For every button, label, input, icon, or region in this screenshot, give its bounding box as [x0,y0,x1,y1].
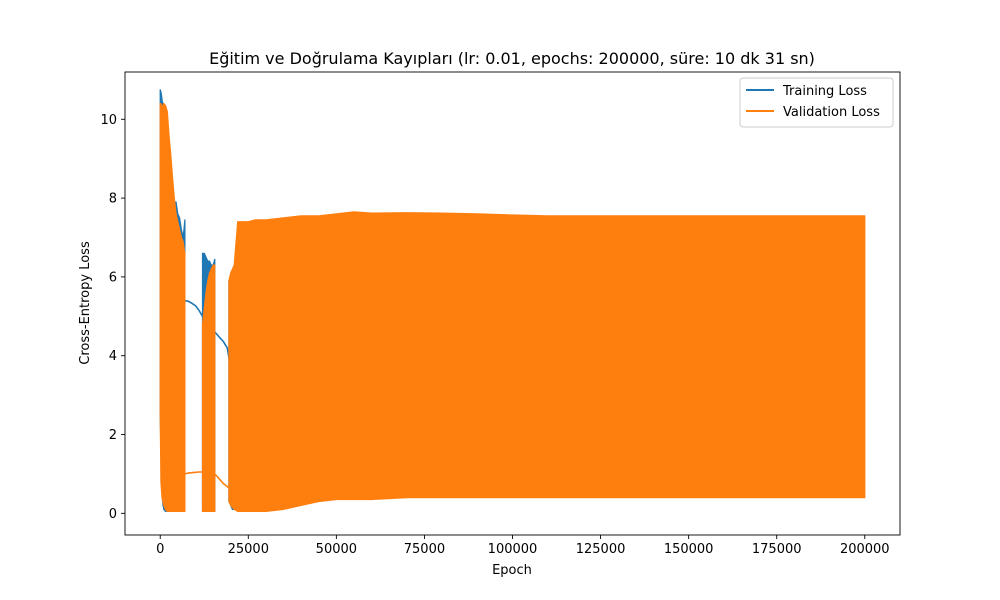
y-axis-label: Cross-Entropy Loss [78,241,93,365]
validation-loss-oscillation-band [201,264,216,512]
plot-frame [124,71,901,536]
x-tick-label: 125000 [576,542,626,557]
legend-label-training-loss: Training Loss [782,84,867,99]
legend[interactable]: Training Loss Validation Loss [739,77,894,128]
y-tick-label: 6 [109,270,117,285]
y-tick-label: 4 [109,349,117,364]
y-tick-label: 0 [109,507,117,522]
x-axis: 0 25000 50000 75000 100000 125000 150000 175000… [156,535,890,557]
x-tick-label: 175000 [752,542,802,557]
validation-loss-oscillation-band [159,102,186,512]
y-axis: 0 2 4 6 8 10 [100,113,125,522]
y-tick-label: 8 [109,192,117,207]
legend-label-validation-loss: Validation Loss [783,105,880,120]
x-tick-label: 75000 [404,542,445,557]
x-tick-label: 150000 [664,542,714,557]
x-tick-label: 50000 [316,542,357,557]
x-tick-label: 25000 [228,542,269,557]
legend-frame [739,77,894,128]
x-tick-label: 200000 [840,542,890,557]
series-validation-loss [159,102,866,512]
x-tick-label: 0 [156,542,164,557]
x-axis-label: Epoch [492,563,532,578]
x-tick-label: 100000 [488,542,538,557]
y-tick-label: 10 [100,113,117,128]
plot-content [159,89,866,512]
chart-title: Eğitim ve Doğrulama Kayıpları (lr: 0.01,… [209,49,815,68]
y-tick-label: 2 [109,428,117,443]
validation-loss-oscillation-band [228,211,866,512]
